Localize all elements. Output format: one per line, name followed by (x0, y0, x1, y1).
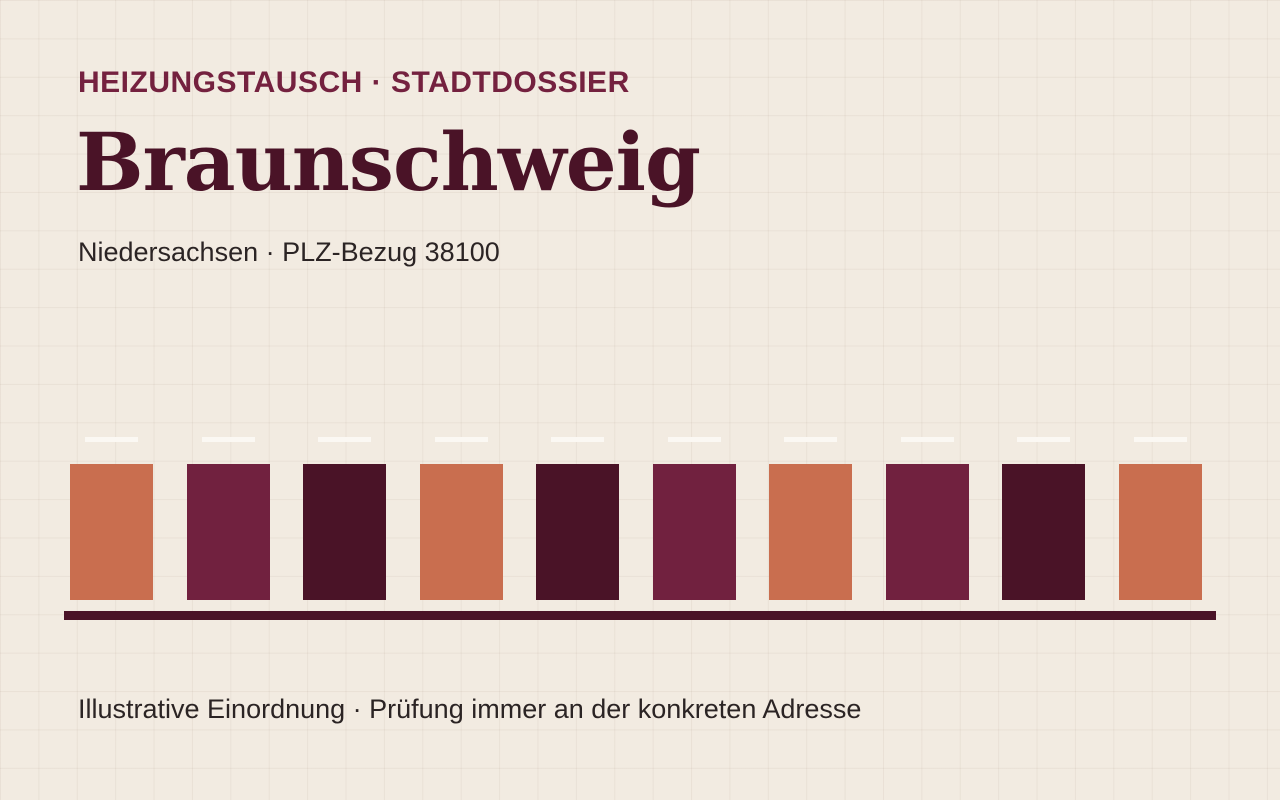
block-cap (900, 437, 954, 442)
block (419, 464, 503, 600)
block (1118, 464, 1202, 600)
block-cap (434, 437, 488, 442)
block-cap (85, 437, 138, 442)
block-cap (1017, 437, 1070, 442)
block-cap (201, 437, 255, 442)
block (70, 464, 153, 600)
page-title: Braunschweig (76, 115, 701, 209)
block-cap (784, 437, 837, 442)
kicker-label: HEIZUNGSTAUSCH · STADTDOSSIER (78, 66, 630, 99)
block (303, 464, 386, 600)
page-subtitle: Niedersachsen · PLZ-Bezug 38100 (78, 237, 500, 267)
block (885, 464, 969, 600)
block (1002, 464, 1085, 600)
block-cap (318, 437, 371, 442)
footnote: Illustrative Einordnung · Prüfung immer … (78, 694, 862, 724)
block-cap (1133, 437, 1187, 442)
block (186, 464, 270, 600)
block-cap (667, 437, 721, 442)
block (769, 464, 852, 600)
block (536, 464, 619, 600)
baseline-bar (64, 611, 1216, 620)
block (652, 464, 736, 600)
block-cap (551, 437, 604, 442)
